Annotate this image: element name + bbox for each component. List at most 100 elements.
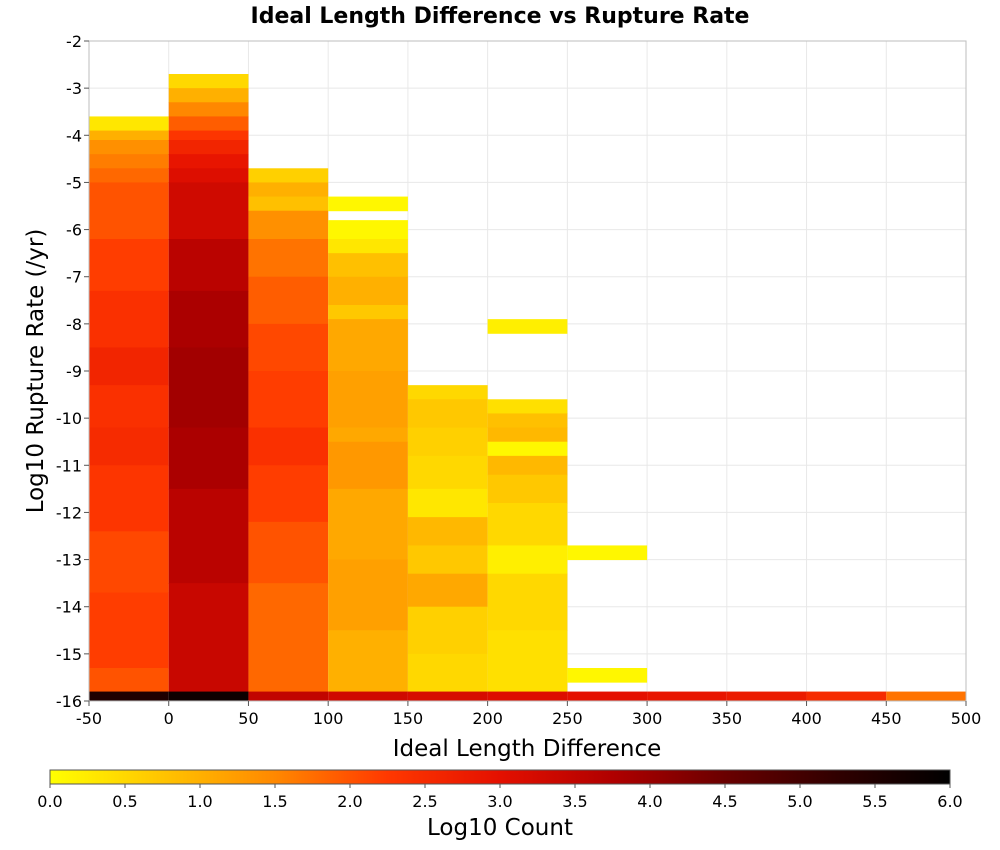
heatmap-cell (168, 583, 249, 693)
x-tick-label: 0 (164, 709, 174, 728)
colorbar-tick-label: 2.0 (337, 792, 362, 811)
y-tick-label: -11 (56, 456, 82, 475)
heatmap-cell-bottom (886, 691, 966, 701)
heatmap-cell (168, 88, 249, 103)
heatmap-cell (89, 531, 169, 594)
y-tick-label: -4 (66, 126, 82, 145)
heatmap-cell (89, 182, 169, 240)
heatmap-cell (487, 503, 568, 546)
x-tick-label: 200 (472, 709, 503, 728)
colorbar-tick-label: 4.0 (637, 792, 662, 811)
heatmap-cell (328, 239, 408, 254)
heatmap-cell (487, 573, 568, 631)
colorbar (49, 769, 951, 785)
heatmap-cell (248, 371, 329, 429)
heatmap-cell (407, 385, 488, 400)
heatmap-cell (168, 488, 249, 584)
x-tick-label: 500 (951, 709, 982, 728)
heatmap-cell (487, 474, 568, 504)
heatmap-cell (89, 465, 169, 532)
heatmap-cell (328, 427, 408, 443)
heatmap-cell (328, 559, 408, 631)
heatmap-cell (328, 319, 408, 372)
heatmap-cell (89, 290, 169, 348)
colorbar-tick-label: 0.0 (37, 792, 62, 811)
y-tick-label: -3 (66, 79, 82, 98)
heatmap-cell (168, 102, 249, 117)
heatmap-cell (248, 182, 329, 198)
heatmap-cell (487, 630, 568, 693)
heatmap-cell (487, 441, 568, 457)
heatmap-cell (89, 347, 169, 386)
heatmap-cell (328, 488, 408, 561)
heatmap-cell (328, 441, 408, 490)
colorbar-tick-label: 3.0 (487, 792, 512, 811)
colorbar-tick-label: 3.5 (562, 792, 587, 811)
heatmap-cell-bottom (726, 691, 807, 701)
y-tick-label: -9 (66, 362, 82, 381)
heatmap-cell (407, 517, 488, 546)
heatmap-cell (407, 399, 488, 429)
heatmap-cell (89, 154, 169, 169)
colorbar-label: Log10 Count (427, 815, 573, 841)
x-tick-label: 450 (871, 709, 902, 728)
y-tick-label: -12 (56, 503, 82, 522)
y-tick-label: -15 (56, 645, 82, 664)
heatmap-cell (567, 668, 648, 683)
x-tick-label: 300 (632, 709, 663, 728)
x-axis-label: Ideal Length Difference (393, 736, 662, 762)
heatmap-cell (407, 573, 488, 608)
heatmap-cell (89, 116, 169, 132)
x-tick-label: 50 (238, 709, 258, 728)
colorbar-ticks: 0.0 0.5 1.0 1.5 2.0 2.5 3.0 3.5 4.0 4.5 5.0 5.5 6.0 (37, 784, 963, 811)
heatmap-cell (89, 592, 169, 669)
x-tick-label: 150 (393, 709, 424, 728)
x-tick-label: 250 (552, 709, 583, 728)
heatmap-cell-bottom (407, 691, 488, 701)
heatmap-cell (89, 385, 169, 429)
heatmap-cell (248, 583, 329, 693)
heatmap-cell (168, 182, 249, 240)
heatmap-cell (248, 210, 329, 240)
heatmap-cell (248, 323, 329, 372)
heatmap-cell (407, 427, 488, 457)
heatmap-cells (89, 74, 966, 701)
heatmap-cell (328, 276, 408, 306)
heatmap-cell (89, 239, 169, 292)
heatmap-cell (487, 413, 568, 429)
heatmap-cell (487, 319, 568, 334)
y-tick-label: -2 (66, 32, 82, 51)
heatmap-cell (168, 116, 249, 132)
heatmap-cell (407, 606, 488, 655)
heatmap-cell (168, 290, 249, 348)
heatmap-cell-bottom (168, 691, 249, 701)
heatmap-cell (487, 427, 568, 443)
heatmap-cell (89, 668, 169, 693)
heatmap-cell (248, 276, 329, 325)
y-tick-label: -14 (56, 598, 82, 617)
heatmap-cell (328, 220, 408, 240)
heatmap-cell (248, 465, 329, 523)
heatmap-cell (248, 196, 329, 212)
heatmap-cell (328, 630, 408, 693)
colorbar-tick-label: 5.5 (862, 792, 887, 811)
heatmap-cell (328, 253, 408, 278)
heatmap-cell (487, 455, 568, 476)
heatmap-cell (248, 239, 329, 278)
heatmap-cell (89, 130, 169, 141)
heatmap-cell (248, 521, 329, 584)
heatmap-cell (407, 488, 488, 518)
heatmap-cell-bottom (328, 691, 408, 701)
heatmap-cell (89, 427, 169, 466)
heatmap-cell (248, 427, 329, 466)
y-tick-label: -16 (56, 692, 82, 711)
heatmap-cell (407, 545, 488, 575)
y-tick-label: -5 (66, 173, 82, 192)
x-tick-label: 350 (712, 709, 743, 728)
heatmap-cell (168, 74, 249, 89)
heatmap-cell-bottom (89, 691, 169, 701)
colorbar-tick-label: 1.5 (262, 792, 287, 811)
heatmap-cell (487, 399, 568, 414)
colorbar-tick-label: 5.0 (787, 792, 812, 811)
